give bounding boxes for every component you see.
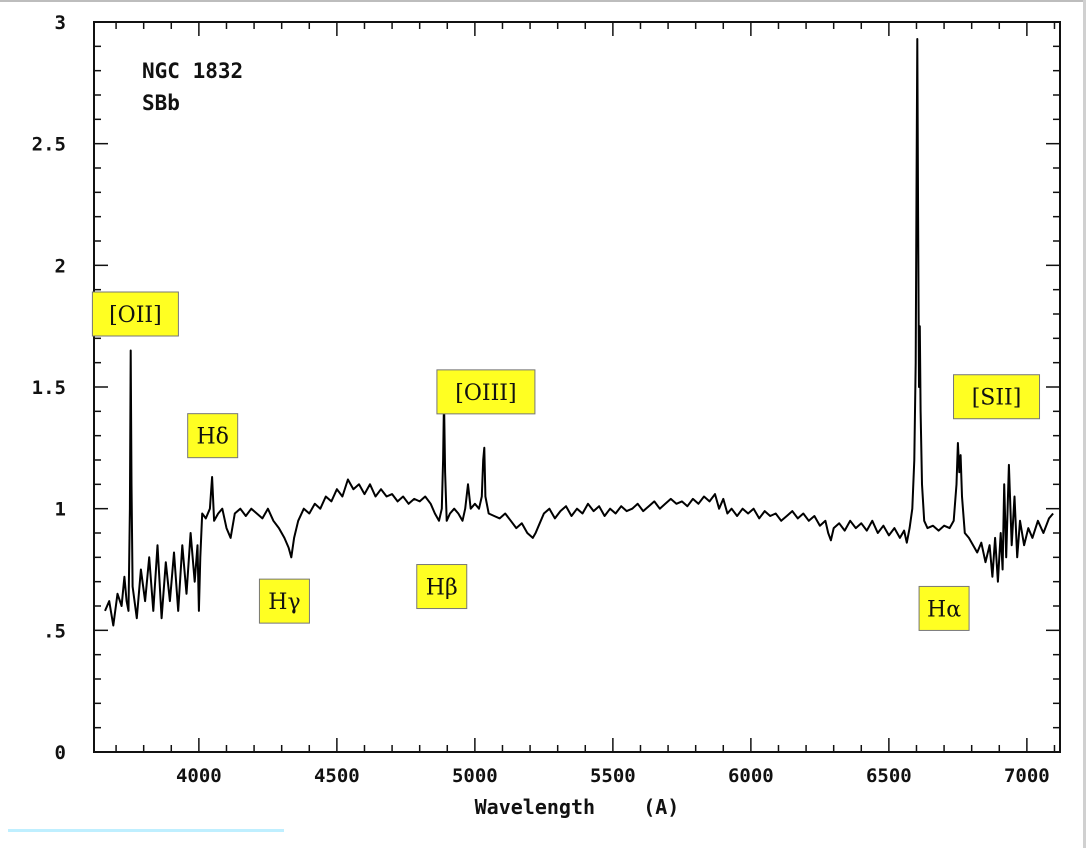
selection-highlight-bar bbox=[8, 829, 284, 832]
line-label-text: [OIII] bbox=[455, 381, 516, 406]
plot-frame bbox=[93, 21, 1061, 753]
line-label: [OIII] bbox=[436, 369, 536, 415]
line-label: Hδ bbox=[187, 413, 239, 459]
object-name: NGC 1832 bbox=[142, 59, 243, 83]
line-label-box bbox=[91, 291, 179, 337]
line-label-text: Hβ bbox=[426, 576, 458, 601]
y-tick-label: 1.5 bbox=[32, 377, 66, 399]
line-label: Hβ bbox=[416, 564, 468, 610]
x-tick-label: 6000 bbox=[728, 765, 774, 787]
line-label: [SII] bbox=[953, 374, 1041, 420]
window-right-border bbox=[1083, 0, 1086, 848]
line-label-box bbox=[187, 413, 239, 459]
emission-line-labels: [OII] Hδ Hγ Hβ [OIII] Hα [SII] bbox=[91, 291, 1041, 631]
x-tick-label: 4500 bbox=[314, 765, 360, 787]
window-top-border bbox=[0, 0, 1086, 2]
x-tick-label: 7000 bbox=[1004, 765, 1050, 787]
y-tick-label: 0 bbox=[55, 742, 66, 764]
x-tick-label: 5000 bbox=[452, 765, 498, 787]
y-tick-label: .5 bbox=[43, 620, 66, 642]
line-label-text: [SII] bbox=[972, 386, 1022, 411]
line-label-box bbox=[416, 564, 468, 610]
line-label-text: [OII] bbox=[109, 303, 162, 328]
galaxy-type: SBb bbox=[142, 91, 180, 115]
line-label-box bbox=[436, 369, 536, 415]
x-tick-label: 4000 bbox=[176, 765, 222, 787]
y-tick-label: 2 bbox=[55, 255, 66, 277]
x-axis-ticks: 4000 4500 5000 5500 6000 6500 7000 bbox=[115, 22, 1056, 787]
line-label-text: Hα bbox=[927, 597, 961, 622]
y-axis-ticks: 0 .5 1 1.5 2 2.5 3 bbox=[32, 12, 1060, 764]
line-label-box bbox=[918, 585, 970, 631]
line-label-text: Hδ bbox=[196, 425, 228, 450]
line-label: Hγ bbox=[258, 578, 310, 624]
line-label: Hα bbox=[918, 585, 970, 631]
line-label: [OII] bbox=[91, 291, 179, 337]
y-tick-label: 2.5 bbox=[32, 134, 66, 156]
spectrum-line bbox=[104, 38, 1054, 627]
x-tick-label: 5500 bbox=[590, 765, 636, 787]
x-axis-title: Wavelength (A) bbox=[475, 795, 680, 819]
x-tick-label: 6500 bbox=[866, 765, 912, 787]
line-label-box bbox=[258, 578, 310, 624]
line-label-text: Hγ bbox=[268, 590, 300, 615]
line-label-box bbox=[953, 374, 1041, 420]
y-tick-label: 1 bbox=[55, 499, 66, 521]
y-tick-label: 3 bbox=[55, 12, 66, 34]
